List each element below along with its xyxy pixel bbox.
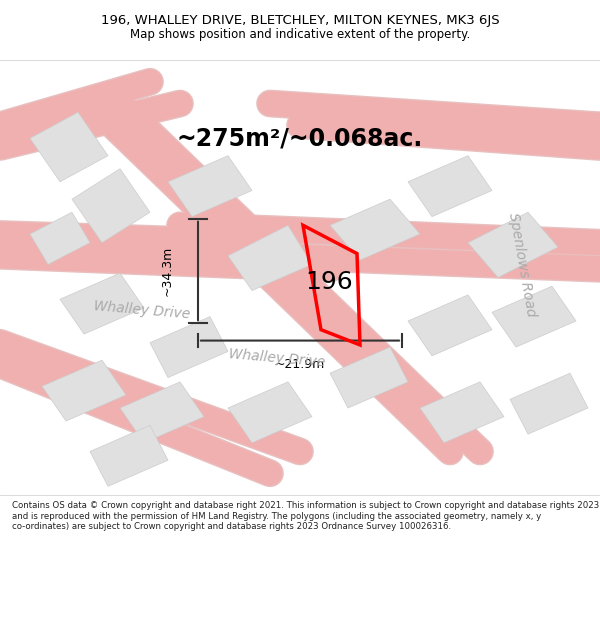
Polygon shape [420,382,504,442]
Text: ~21.9m: ~21.9m [275,358,325,371]
Polygon shape [42,360,126,421]
Polygon shape [168,156,252,217]
Polygon shape [330,199,420,260]
Text: Whalley Drive: Whalley Drive [93,299,191,321]
Polygon shape [330,347,408,408]
Polygon shape [228,382,312,442]
Polygon shape [90,426,168,486]
Text: 196: 196 [305,270,353,294]
Text: Whalley Drive: Whalley Drive [228,347,326,369]
Text: 196, WHALLEY DRIVE, BLETCHLEY, MILTON KEYNES, MK3 6JS: 196, WHALLEY DRIVE, BLETCHLEY, MILTON KE… [101,14,499,27]
Polygon shape [60,273,144,334]
Text: Map shows position and indicative extent of the property.: Map shows position and indicative extent… [130,28,470,41]
Polygon shape [510,373,588,434]
Polygon shape [72,169,150,242]
Text: ~34.3m: ~34.3m [161,246,174,296]
Polygon shape [408,156,492,217]
Text: Spenlows Road: Spenlows Road [506,211,538,318]
Text: ~275m²/~0.068ac.: ~275m²/~0.068ac. [177,126,423,150]
Text: Contains OS data © Crown copyright and database right 2021. This information is : Contains OS data © Crown copyright and d… [12,501,599,531]
Polygon shape [150,317,228,378]
Polygon shape [120,382,204,442]
Polygon shape [492,286,576,347]
Polygon shape [228,225,312,291]
Polygon shape [408,295,492,356]
Polygon shape [30,213,90,264]
Polygon shape [30,112,108,182]
Polygon shape [468,213,558,278]
